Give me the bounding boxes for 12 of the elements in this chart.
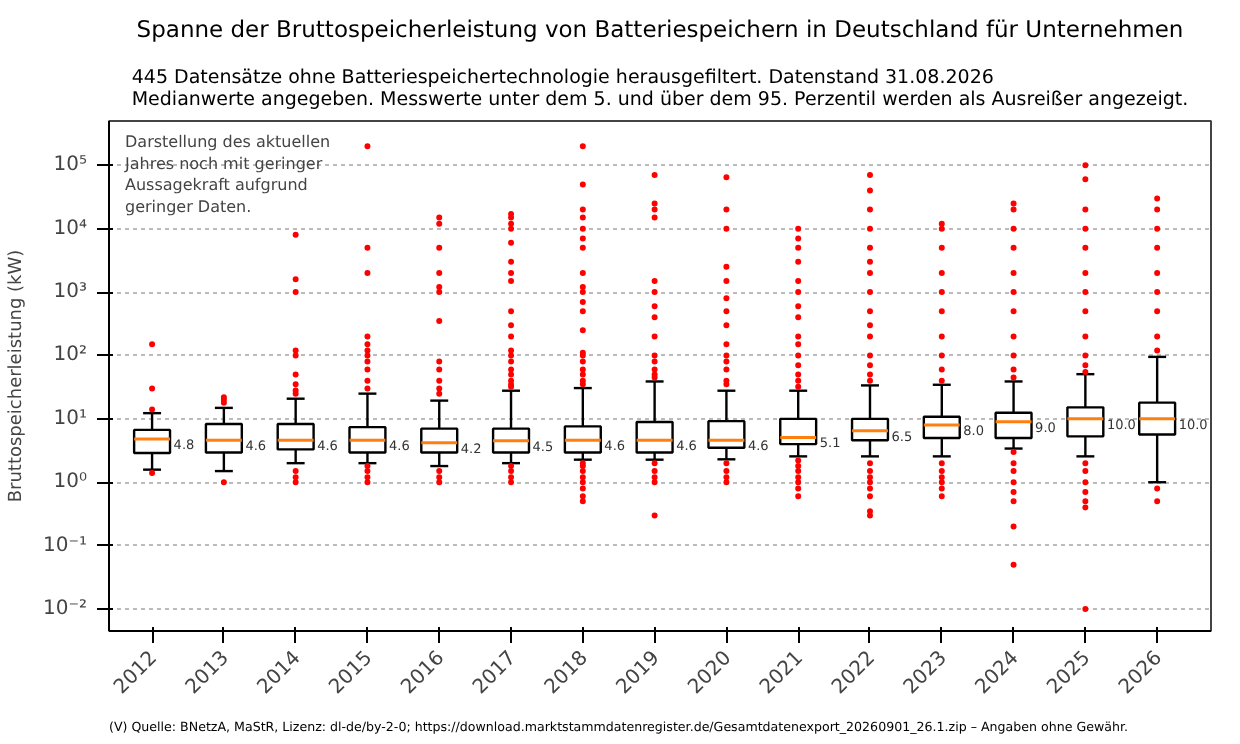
y-tick-label: 10⁰: [53, 471, 87, 494]
y-tick-label: 10⁻²: [42, 598, 88, 621]
y-tick-label: 10⁵: [53, 154, 87, 177]
chart-title: Spanne der Bruttospeicherleistung von Batteriespeichern in Deutschland für Unternehmen: [136, 15, 1184, 43]
y-axis-title: Bruttospeicherleistung (kW): [6, 249, 27, 503]
annotation: Darstellung des aktuellen Jahres noch mit geringer Aussagekraft aufgrund geringer Daten.: [123, 133, 331, 216]
y-tick-label: 10²: [53, 344, 87, 367]
y-tick-label: 10¹: [53, 407, 87, 430]
chart-subtitle: 445 Datensätze ohne Batteriespeichertechnologie herausgefiltert. Datenstand 31.08.2026 Medianwerte angegeben. Messwerte unter dem 5. und über dem 95. Perzentil werden als Ausreißer angezeigt.: [131, 67, 1189, 111]
y-tick-label: 10⁴: [53, 217, 87, 240]
y-tick-label: 10⁻¹: [42, 534, 88, 557]
y-tick-label: 10³: [53, 281, 87, 304]
